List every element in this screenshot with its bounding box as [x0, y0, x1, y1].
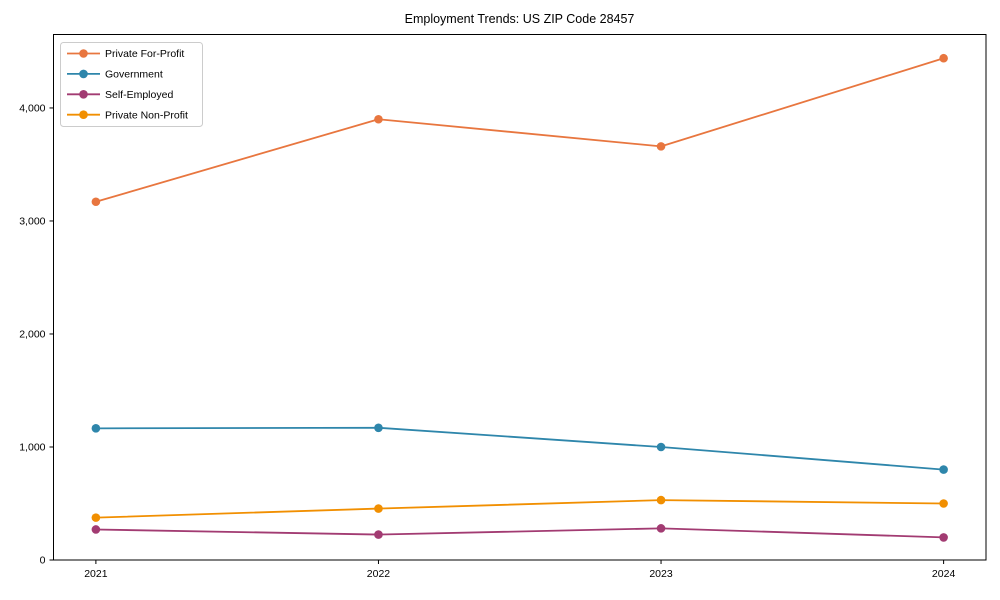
data-point-government	[374, 423, 383, 433]
series-line-private-non-profit	[95, 499, 944, 519]
data-point-private-for-profit	[91, 197, 101, 207]
data-point-private-for-profit	[939, 53, 948, 63]
x-tick-label: 2021	[84, 568, 108, 580]
legend-marker-dot	[79, 49, 88, 58]
data-point-private-non-profit	[656, 495, 666, 505]
x-tick-label: 2024	[932, 568, 956, 580]
y-tick-label: 2,000	[19, 329, 45, 341]
legend: Private For-Profit Government Self-Employe…	[60, 42, 203, 127]
data-point-government	[656, 442, 666, 452]
chart-title: Employment Trends: US ZIP Code 28457	[405, 12, 635, 26]
plot-area-border	[53, 34, 987, 561]
legend-box	[60, 42, 203, 127]
data-point-self-employed	[91, 525, 101, 534]
data-point-self-employed	[374, 530, 383, 539]
data-point-self-employed	[656, 524, 666, 533]
data-point-self-employed	[939, 533, 948, 542]
series-line-self-employed	[95, 527, 944, 539]
data-point-private-non-profit	[91, 513, 101, 522]
data-point-private-for-profit	[656, 142, 666, 151]
data-point-government	[91, 424, 101, 433]
data-point-private-non-profit	[374, 504, 383, 513]
y-tick-label: 3,000	[19, 216, 45, 228]
legend-marker-dot	[79, 90, 88, 99]
data-point-private-non-profit	[939, 499, 948, 508]
legend-label: Self-Employed	[105, 89, 173, 101]
y-tick-label: 1,000	[19, 442, 45, 454]
y-tick-label: 0	[40, 555, 46, 567]
x-axis: 2021 2022 2023 2024	[84, 560, 955, 580]
legend-label: Private Non-Profit	[105, 109, 188, 121]
series-line-government	[95, 426, 944, 471]
series-line-private-for-profit	[95, 57, 944, 203]
y-tick-label: 4,000	[19, 103, 45, 115]
data-point-private-for-profit	[374, 114, 383, 124]
x-tick-label: 2023	[649, 568, 673, 580]
legend-marker-dot	[79, 110, 88, 119]
series-lines	[91, 53, 948, 542]
legend-label: Government	[105, 69, 163, 81]
legend-label: Private For-Profit	[105, 48, 184, 60]
y-axis: 0 1,000 2,000 3,000 4,000	[19, 103, 54, 567]
legend-marker-dot	[79, 69, 88, 79]
x-tick-label: 2022	[367, 568, 391, 580]
data-point-government	[939, 465, 948, 474]
